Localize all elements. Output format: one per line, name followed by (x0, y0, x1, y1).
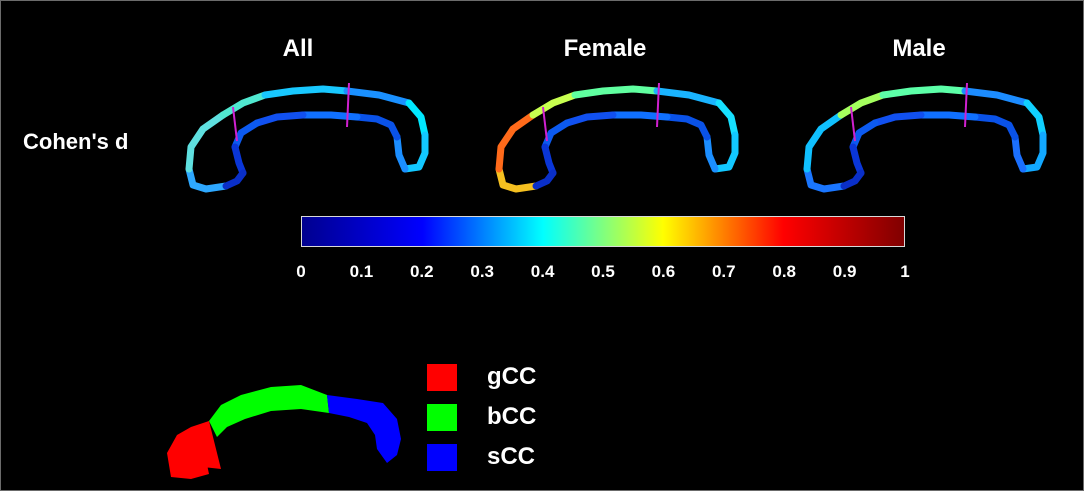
colorbar-tick-label: 0.5 (591, 262, 615, 281)
scc-region (327, 395, 401, 463)
region-divider-line (656, 82, 660, 128)
colorbar-tick-label: 0.3 (470, 262, 495, 281)
cc-outline-segment (532, 169, 557, 190)
colorbar-tick-label: 0.7 (711, 262, 736, 281)
colorbar-tick-label: 0 (296, 262, 306, 281)
cc-outline-segment (393, 133, 409, 173)
region-divider-line (964, 82, 968, 128)
row-label-cohens-d: Cohen's d (23, 129, 129, 154)
colorbar-tick-label: 0.9 (832, 262, 857, 281)
legend-label-scc: sCC (487, 443, 536, 470)
cc-outline-segment (185, 111, 227, 173)
cc-outline-segment (803, 111, 845, 173)
bcc-region (209, 385, 329, 437)
cc-outline-segment (231, 119, 261, 151)
cc-outline-segment (353, 113, 401, 141)
cc-outline-segment (541, 143, 557, 177)
colorbar-tick-label: 0.8 (772, 262, 797, 281)
cc-map-male (803, 82, 1047, 193)
cc-outline-segment (711, 131, 739, 173)
cc-outline-segment (1023, 99, 1047, 139)
cc-outline-segment (1019, 131, 1047, 173)
cc-outline-segment (495, 165, 540, 193)
cc-outline-segment (971, 113, 1019, 141)
region-divider-line (850, 106, 856, 142)
cc-outline-segment (871, 111, 925, 127)
region-divider-line (232, 106, 238, 142)
cc-outline-segment (185, 165, 230, 193)
legend-label-gcc: gCC (487, 363, 537, 390)
cc-outline-segment (653, 87, 723, 107)
cc-outline-segment (663, 113, 711, 141)
cc-outline-segment (571, 85, 661, 99)
cc-outline-segment (715, 99, 739, 139)
colorbar-tick-label: 0.6 (651, 262, 676, 281)
panel-title-all: All (282, 35, 314, 62)
cc-outline-segment (849, 119, 879, 151)
cc-map-all (185, 82, 429, 193)
cc-outline-segment (343, 87, 413, 107)
cc-outline-segment (837, 91, 887, 119)
panel-title-female: Female (563, 35, 647, 62)
colorbar-tick-label: 0.4 (530, 262, 555, 281)
legend-swatch-scc (427, 444, 457, 471)
cc-outline-segment (495, 111, 537, 173)
cc-map-female (495, 82, 739, 193)
legend-label-bcc: bCC (487, 403, 537, 430)
cc-outline-segment (222, 169, 247, 190)
cc-outline-segment (405, 99, 429, 139)
cc-outline-segment (803, 165, 848, 193)
cc-outline-segment (563, 111, 617, 127)
region-divider-line (346, 82, 350, 128)
cc-outline-segment (849, 143, 865, 177)
cc-outline-segment (231, 143, 247, 177)
cc-outline-segment (541, 119, 571, 151)
colorbar-tick-label: 1 (900, 262, 910, 281)
legend-swatch-gcc (427, 364, 457, 391)
cc-outline-segment (703, 133, 719, 173)
cc-outline-segment (219, 91, 269, 119)
cc-outline-segment (961, 87, 1031, 107)
legend-swatch-bcc (427, 404, 457, 431)
cc-outline-segment (401, 131, 429, 173)
cc-outline-segment (917, 111, 979, 121)
cc-segmentation-map (167, 385, 401, 479)
cc-outline-segment (253, 111, 307, 127)
cc-outline-segment (299, 111, 361, 121)
region-divider-line (542, 106, 548, 142)
cc-outline-segment (609, 111, 671, 121)
cc-outline-segment (879, 85, 969, 99)
cc-outline-segment (261, 85, 351, 99)
panel-title-male: Male (892, 35, 946, 62)
colorbar-tick-label: 0.1 (349, 262, 374, 281)
cc-outline-segment (529, 91, 579, 119)
cc-outline-segment (1011, 133, 1027, 173)
gcc-region (167, 421, 221, 479)
colorbar (301, 216, 905, 247)
cc-outline-segment (840, 169, 865, 190)
colorbar-tick-label: 0.2 (409, 262, 434, 281)
